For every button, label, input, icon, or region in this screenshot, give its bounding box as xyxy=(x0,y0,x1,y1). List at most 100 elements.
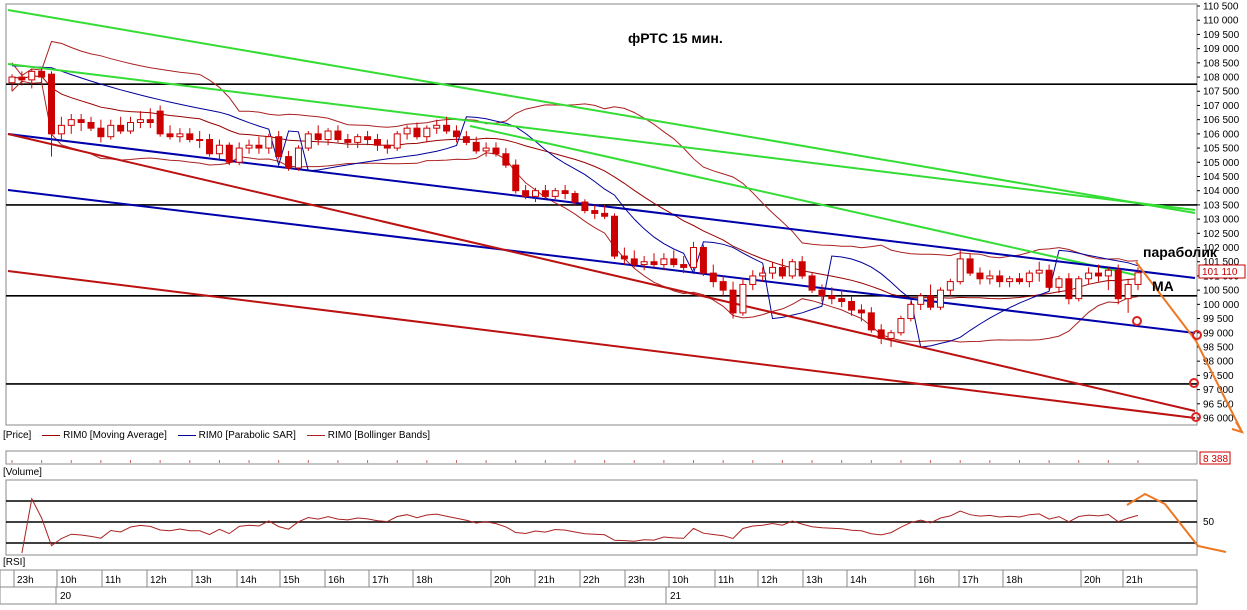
forecast-arrow-segment xyxy=(1195,340,1243,433)
candle-body xyxy=(304,133,312,149)
time-label: 23h xyxy=(628,575,645,586)
last-price-box xyxy=(1198,264,1246,279)
candle-body xyxy=(1015,278,1023,283)
green-trend-line xyxy=(469,125,1141,277)
candle-body xyxy=(285,156,293,169)
candle-body xyxy=(117,124,125,132)
price-tick-label: 103 500 xyxy=(1203,200,1240,211)
candle-body xyxy=(373,139,381,146)
green-trend-line xyxy=(7,9,1196,214)
candle-body xyxy=(87,121,95,129)
price-tick-label: 96 500 xyxy=(1203,399,1234,410)
candle-body xyxy=(38,70,46,78)
price-tick-label: 109 500 xyxy=(1203,30,1240,41)
date-label: 20 xyxy=(60,591,72,602)
candle-body xyxy=(354,136,362,143)
candle-body xyxy=(127,121,135,132)
price-tick-label: 102 000 xyxy=(1203,243,1240,254)
candle-body xyxy=(8,76,16,84)
candle-body xyxy=(581,201,589,212)
rsi-panel-label: [RSI] xyxy=(3,557,26,568)
blue-trend-line xyxy=(7,189,1196,334)
chart-title: фРТС 15 мин. xyxy=(628,30,723,46)
candle-body xyxy=(245,144,253,149)
rsi-level-label: 50 xyxy=(1203,517,1215,528)
moving-average-line xyxy=(11,75,1139,300)
price-tick-label: 98 500 xyxy=(1203,342,1234,353)
time-label: 21h xyxy=(538,575,555,586)
time-label: 13h xyxy=(806,575,823,586)
price-legend: [Price] RIM0 [Moving Average] RIM0 [Para… xyxy=(3,430,430,441)
rsi-line xyxy=(21,497,1139,554)
parabolic-sar-line xyxy=(11,65,1139,348)
candle-body xyxy=(156,110,164,135)
annotation-parabolic: параболик xyxy=(1143,244,1218,260)
target-circle xyxy=(1132,316,1142,326)
price-tick-label: 97 000 xyxy=(1203,385,1234,396)
candle-body xyxy=(18,76,26,81)
candle-body xyxy=(680,264,688,268)
time-label: 10h xyxy=(672,575,689,586)
time-label: 14h xyxy=(240,575,257,586)
time-label: 23h xyxy=(17,575,34,586)
candle-body xyxy=(729,289,737,314)
candle-body xyxy=(1104,269,1112,277)
candle-body xyxy=(403,127,411,135)
candle-body xyxy=(1094,272,1102,277)
candle-body xyxy=(28,70,36,81)
candle-body xyxy=(393,133,401,149)
price-tick-label: 100 000 xyxy=(1203,300,1240,311)
last-price-label: 101 110 xyxy=(1202,267,1238,278)
candle-body xyxy=(650,261,658,266)
time-label: 12h xyxy=(761,575,778,586)
candle-body xyxy=(452,130,460,138)
candle-body xyxy=(877,329,885,339)
annotation-ma: MA xyxy=(1152,278,1174,294)
candle-body xyxy=(176,133,184,138)
candle-body xyxy=(887,332,895,339)
legend-item-ma: RIM0 [Moving Average] xyxy=(63,430,167,441)
price-tick-label: 97 500 xyxy=(1203,371,1234,382)
candle-body xyxy=(1085,272,1093,280)
candle-body xyxy=(798,261,806,277)
candle-body xyxy=(1075,278,1083,300)
candle-body xyxy=(601,212,609,217)
time-label: 10h xyxy=(60,575,77,586)
candle-body xyxy=(986,275,994,280)
candle-body xyxy=(492,147,500,155)
candle-body xyxy=(1025,272,1033,283)
candle-body xyxy=(660,258,668,266)
candle-body xyxy=(690,247,698,268)
time-label: 14h xyxy=(850,575,867,586)
candle-body xyxy=(759,272,767,277)
candle-body xyxy=(334,130,342,141)
candle-body xyxy=(966,258,974,274)
price-tick-label: 107 500 xyxy=(1203,87,1240,98)
candle-body xyxy=(1114,269,1122,300)
legend-item-bollinger: RIM0 [Bollinger Bands] xyxy=(327,430,430,441)
candle-body xyxy=(294,147,302,169)
candle-body xyxy=(857,309,865,314)
candle-body xyxy=(433,124,441,129)
time-label: 11h xyxy=(718,575,734,586)
candle-body xyxy=(541,190,549,197)
price-tick-label: 108 000 xyxy=(1203,73,1240,84)
price-tick-label: 101 500 xyxy=(1203,257,1240,268)
candle-body xyxy=(620,255,628,260)
time-label: 16h xyxy=(328,575,345,586)
price-tick-label: 99 500 xyxy=(1203,314,1234,325)
candle-body xyxy=(215,144,223,155)
candle-body xyxy=(1055,278,1063,288)
candle-body xyxy=(502,153,510,166)
trend-lines xyxy=(7,9,1196,419)
candle-body xyxy=(769,266,777,274)
time-label: 13h xyxy=(195,575,212,586)
price-tick-label: 107 000 xyxy=(1203,101,1240,112)
price-tick-label: 98 000 xyxy=(1203,357,1234,368)
candle-body xyxy=(275,136,283,158)
price-tick-label: 99 000 xyxy=(1203,328,1234,339)
candle-body xyxy=(344,139,352,143)
candle-body xyxy=(1006,278,1014,283)
time-axis-labels: 23h 10h 11h 12h 13h 14h 15h 16h 17h 18h 20h 21h 22h 2… xyxy=(13,570,1143,604)
